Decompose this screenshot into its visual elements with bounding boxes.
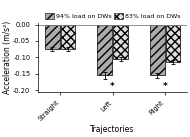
Bar [97,25,112,75]
Bar [113,25,128,59]
Legend: 94% load on DWs, 83% load on DWs: 94% load on DWs, 83% load on DWs [42,11,183,22]
X-axis label: Trajectories: Trajectories [90,125,135,134]
Text: *: * [110,82,115,91]
Y-axis label: Acceleration (m/s²): Acceleration (m/s²) [3,21,12,94]
Bar [166,25,180,62]
Text: *: * [163,82,168,91]
Bar [61,25,75,49]
Bar [150,25,165,75]
Bar [45,25,59,49]
